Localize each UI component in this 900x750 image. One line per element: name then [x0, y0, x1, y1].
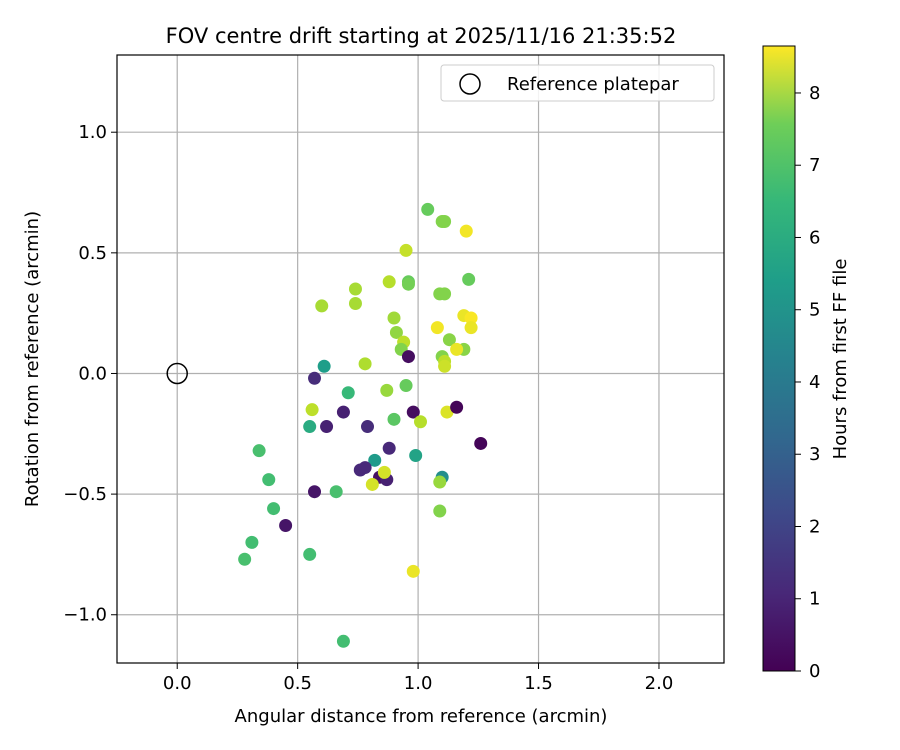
- colorbar-tick-label: 5: [809, 300, 820, 321]
- data-point: [401, 350, 415, 364]
- data-point: [267, 502, 281, 516]
- data-point: [406, 564, 420, 578]
- data-point: [358, 461, 372, 475]
- colorbar-tick-label: 8: [809, 83, 820, 104]
- data-point: [438, 287, 452, 301]
- x-axis-label: Angular distance from reference (arcmin): [235, 706, 608, 727]
- data-point: [433, 504, 447, 518]
- data-point: [433, 475, 447, 489]
- data-point: [464, 311, 478, 325]
- colorbar-gradient: [762, 45, 796, 672]
- legend: Reference platepar: [440, 64, 715, 102]
- x-tick-label: 1.5: [524, 673, 553, 694]
- data-point: [464, 321, 478, 335]
- data-point: [387, 412, 401, 426]
- data-point: [368, 453, 382, 467]
- data-point: [430, 321, 444, 335]
- colorbar-tick-label: 7: [809, 155, 820, 176]
- data-point: [341, 386, 355, 400]
- colorbar-ticks: 0 1 2 3 4 5 6 7 8: [795, 83, 820, 682]
- legend-box: [440, 64, 715, 102]
- data-point: [262, 473, 276, 487]
- colorbar-label: Hours from first FF file: [830, 259, 851, 460]
- colorbar-tick-label: 3: [809, 444, 820, 465]
- data-point: [401, 277, 415, 291]
- data-point: [399, 379, 413, 393]
- data-point: [238, 552, 252, 566]
- data-point: [459, 224, 473, 238]
- data-point: [245, 535, 259, 549]
- data-point: [382, 441, 396, 455]
- data-point: [414, 415, 427, 429]
- data-point: [315, 299, 329, 313]
- x-tick-label: 1.0: [404, 673, 433, 694]
- colorbar-tick-label: 0: [809, 661, 820, 682]
- y-tick-label: −0.5: [63, 484, 107, 505]
- plot-frame: [116, 54, 725, 664]
- data-point: [303, 420, 317, 434]
- data-point: [317, 359, 331, 373]
- data-point: [308, 485, 322, 499]
- colorbar-tick-label: 6: [809, 227, 820, 248]
- data-point: [336, 405, 350, 419]
- data-point: [348, 297, 362, 311]
- data-point: [442, 333, 456, 347]
- data-point: [440, 405, 454, 419]
- data-point: [358, 357, 372, 371]
- chart-title: FOV centre drift starting at 2025/11/16 …: [166, 24, 677, 48]
- grid-lines: [117, 55, 724, 663]
- x-tick-label: 0.0: [163, 673, 192, 694]
- x-ticks: 0.0 0.5 1.0 1.5 2.0: [163, 663, 673, 694]
- data-point: [348, 282, 362, 296]
- data-point: [389, 325, 403, 339]
- data-point: [279, 518, 293, 532]
- data-point: [387, 311, 401, 325]
- data-points: [238, 202, 488, 648]
- data-point: [380, 383, 394, 397]
- colorbar-tick-label: 4: [809, 372, 820, 393]
- data-point: [365, 477, 379, 491]
- data-point: [399, 243, 413, 257]
- data-point: [336, 634, 350, 648]
- data-point: [320, 420, 334, 434]
- data-point: [382, 275, 396, 289]
- y-ticks: −1.0 −0.5 0.0 0.5 1.0: [63, 122, 117, 626]
- data-point: [438, 214, 452, 228]
- data-point: [308, 371, 322, 385]
- data-point: [329, 485, 343, 499]
- data-point: [303, 547, 317, 561]
- colorbar: 0 1 2 3 4 5 6 7 8 Hours from first FF file: [762, 45, 851, 682]
- data-point: [305, 403, 319, 417]
- y-tick-label: 0.0: [78, 363, 107, 384]
- data-point: [438, 359, 452, 373]
- data-point: [462, 272, 476, 286]
- data-point: [377, 465, 391, 479]
- reference-marker: [166, 362, 188, 385]
- data-point: [450, 342, 464, 356]
- y-tick-label: 1.0: [78, 122, 107, 143]
- data-point: [474, 436, 488, 450]
- x-tick-label: 0.5: [283, 673, 312, 694]
- data-point: [406, 405, 420, 419]
- legend-label: Reference platepar: [507, 74, 679, 95]
- data-point: [252, 444, 266, 458]
- y-tick-label: −1.0: [63, 605, 107, 626]
- colorbar-tick-label: 1: [809, 589, 820, 610]
- data-point: [409, 449, 423, 463]
- data-point: [361, 420, 375, 434]
- y-tick-label: 0.5: [78, 243, 107, 264]
- x-tick-label: 2.0: [645, 673, 674, 694]
- data-point: [450, 400, 464, 414]
- colorbar-tick-label: 2: [809, 516, 820, 537]
- y-axis-label: Rotation from reference (arcmin): [22, 211, 43, 507]
- data-point: [421, 202, 435, 216]
- legend-reference-icon: [459, 73, 481, 95]
